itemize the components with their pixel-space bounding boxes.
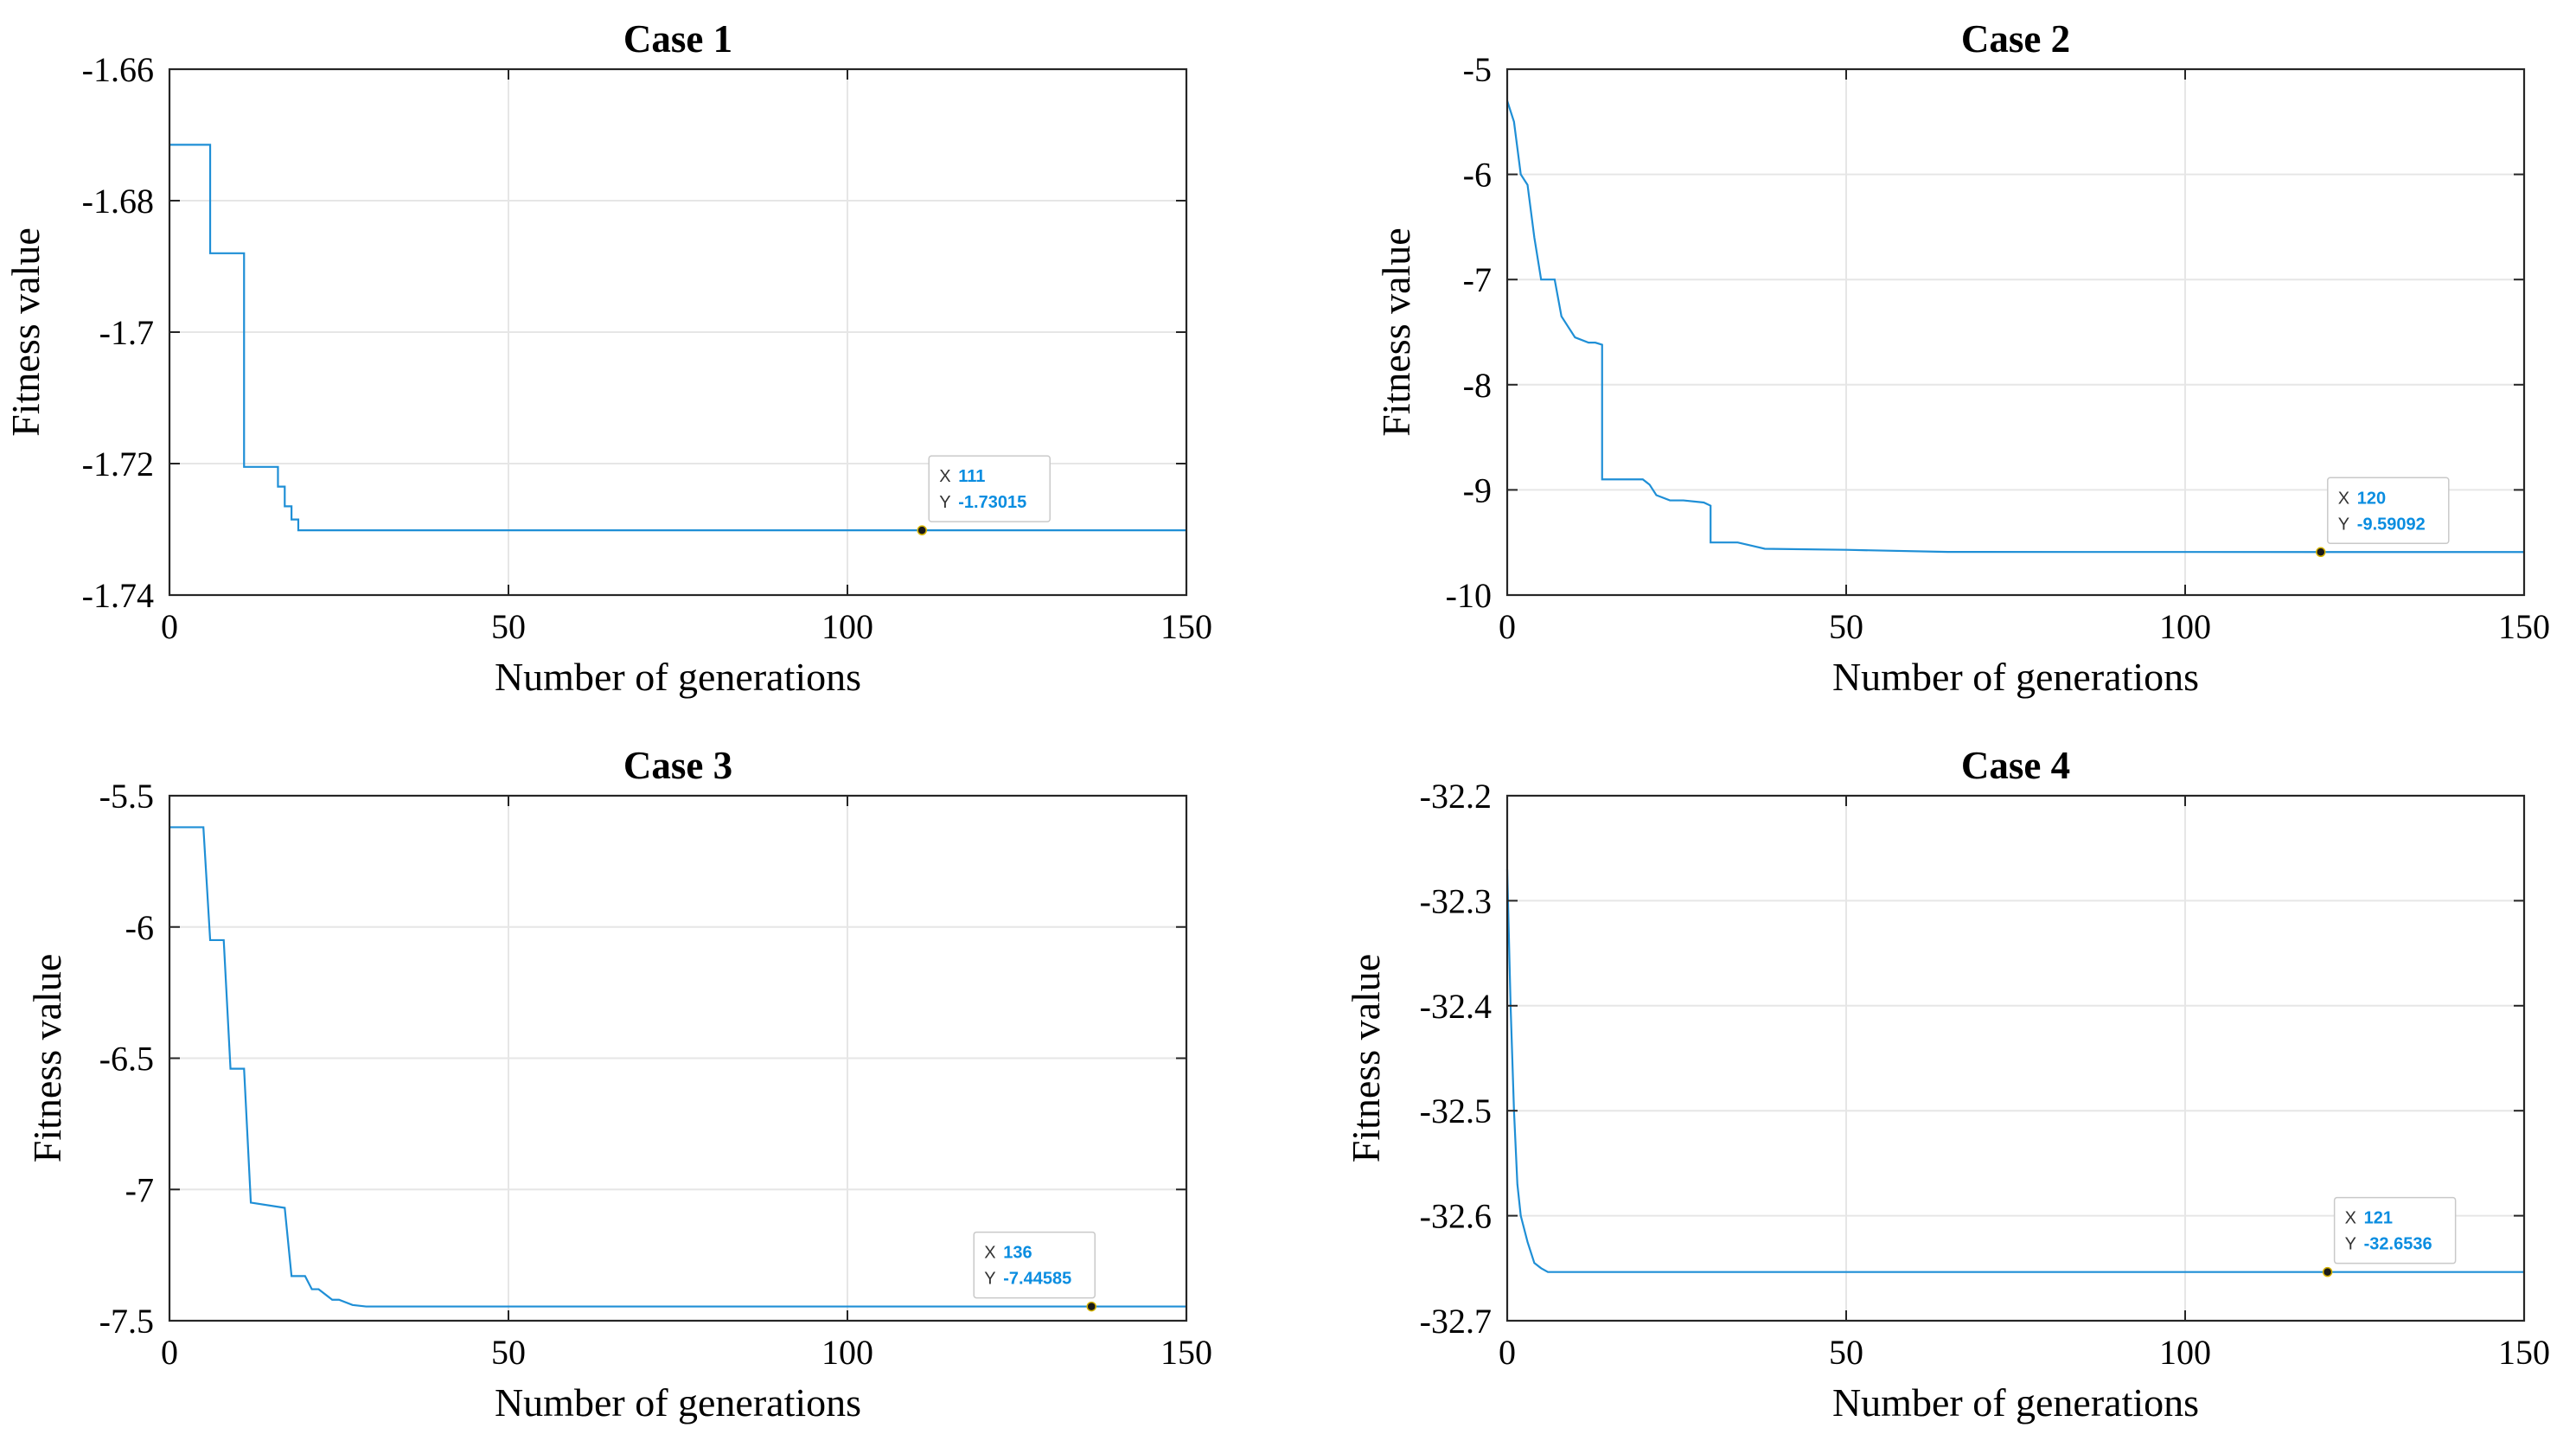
datatip-x-value: 121 (2364, 1209, 2393, 1228)
x-tick-label: 0 (161, 1333, 178, 1372)
x-tick-label: 0 (1499, 1333, 1516, 1372)
datatip-frame (928, 455, 1051, 522)
chart-panel-2: 0 50 100 150 -5 -6 -7 -8 -9 -10 Case 2 Number of ge… (1374, 17, 2550, 699)
chart-title: Case 4 (1961, 744, 2070, 787)
chart-panel-1: 0 50 100 150 -1.66 -1.68 -1.7 -1.72 -1.74 Case 1 N… (3, 17, 1212, 699)
datatip-y-value: -1.73015 (958, 493, 1026, 512)
datatip-marker[interactable] (917, 525, 927, 535)
y-tick-label: -32.3 (1420, 881, 1492, 920)
datatip-box[interactable]: X 121 Y -32.6536 (2333, 1196, 2457, 1265)
x-tick-label: 50 (1829, 1333, 1863, 1372)
datatip-x-value: 120 (2357, 489, 2386, 508)
x-axis-label: Number of generations (1832, 655, 2199, 699)
axes-box (1505, 794, 2526, 1322)
y-tick-label: -8 (1463, 366, 1492, 405)
x-tick-label: 50 (491, 1333, 526, 1372)
x-tick-label: 50 (1829, 607, 1863, 646)
y-tick-label: -7 (1463, 260, 1492, 299)
x-tick-label: 100 (2159, 1333, 2211, 1372)
datatip-x-label: X (2345, 1209, 2356, 1228)
y-tick-label: -7 (125, 1170, 154, 1209)
chart-panel-3: 0 50 100 150 -5.5 -6 -6.5 -7 -7.5 Case 3 Number of… (25, 744, 1212, 1425)
y-tick-label: -32.6 (1420, 1197, 1492, 1236)
y-tick-label: -1.72 (82, 445, 154, 483)
x-axis-label: Number of generations (495, 655, 861, 699)
datatip-marker[interactable] (2322, 1266, 2333, 1277)
datatip-frame (2333, 1196, 2457, 1265)
datatip-x-label: X (939, 467, 950, 486)
y-tick-label: -32.7 (1420, 1302, 1492, 1341)
y-tick-label: -1.74 (82, 576, 154, 615)
y-tick-label: -1.68 (82, 182, 154, 221)
y-tick-label: -10 (1446, 576, 1492, 615)
y-tick-label: -6.5 (99, 1040, 154, 1079)
data-line-series-1 (169, 144, 1186, 532)
y-tick-label: -32.2 (1420, 777, 1492, 816)
y-tick-label: -7.5 (99, 1302, 154, 1341)
datatip-frame (973, 1231, 1096, 1299)
x-tick-label: 150 (1160, 607, 1212, 646)
chart-title: Case 3 (623, 744, 732, 787)
datatip-frame (2327, 477, 2450, 545)
chart-title: Case 2 (1961, 17, 2070, 61)
datatip-y-label: Y (939, 493, 950, 512)
x-tick-label: 150 (2498, 1333, 2550, 1372)
y-tick-label: -6 (125, 908, 154, 947)
datatip-y-label: Y (2345, 1235, 2356, 1254)
y-tick-label: -6 (1463, 156, 1492, 195)
y-axis-label: Fitness value (3, 227, 48, 436)
datatip-y-value: -9.59092 (2357, 515, 2426, 534)
x-tick-label: 50 (491, 607, 526, 646)
chart-panel-4: 0 50 100 150 -32.2 -32.3 -32.4 -32.5 -32.6 -32.7 C… (1344, 744, 2550, 1425)
x-axis-label: Number of generations (1832, 1380, 2199, 1425)
x-tick-label: 100 (2159, 607, 2211, 646)
x-axis-label: Number of generations (495, 1380, 861, 1425)
y-axis-label: Fitness value (25, 954, 69, 1162)
y-axis-label: Fitness value (1344, 954, 1388, 1162)
datatip-y-value: -7.44585 (1003, 1270, 1071, 1289)
datatip-marker[interactable] (1086, 1301, 1096, 1312)
datatip-box[interactable]: X 111 Y -1.73015 (928, 455, 1051, 522)
y-axis-label: Fitness value (1374, 227, 1418, 436)
y-tick-label: -1.7 (99, 313, 154, 352)
datatip-y-value: -32.6536 (2364, 1235, 2432, 1254)
x-tick-label: 0 (161, 607, 178, 646)
datatip-marker[interactable] (2316, 547, 2326, 558)
x-tick-label: 100 (821, 607, 873, 646)
datatip-x-label: X (984, 1244, 995, 1263)
x-tick-label: 0 (1499, 607, 1516, 646)
axes-box (1505, 67, 2526, 597)
y-tick-label: -9 (1463, 471, 1492, 509)
y-tick-label: -5.5 (99, 777, 154, 816)
datatip-x-value: 136 (1003, 1244, 1032, 1263)
x-tick-label: 100 (821, 1333, 873, 1372)
x-tick-label: 150 (2498, 607, 2550, 646)
chart-title: Case 1 (623, 17, 732, 61)
y-tick-label: -32.5 (1420, 1092, 1492, 1130)
data-line-series-1 (1505, 868, 2524, 1273)
data-line-series-1 (169, 826, 1186, 1308)
x-tick-label: 150 (1160, 1333, 1212, 1372)
datatip-box[interactable]: X 120 Y -9.59092 (2327, 477, 2450, 545)
y-tick-label: -1.66 (82, 50, 154, 89)
datatip-y-label: Y (984, 1270, 995, 1289)
y-tick-label: -32.4 (1420, 987, 1492, 1026)
data-line-series-1 (1505, 100, 2525, 554)
datatip-box[interactable]: X 136 Y -7.44585 (973, 1231, 1096, 1299)
datatip-x-label: X (2338, 489, 2349, 508)
y-tick-label: -5 (1463, 50, 1492, 89)
datatip-y-label: Y (2338, 515, 2349, 534)
datatip-x-value: 111 (958, 467, 985, 486)
